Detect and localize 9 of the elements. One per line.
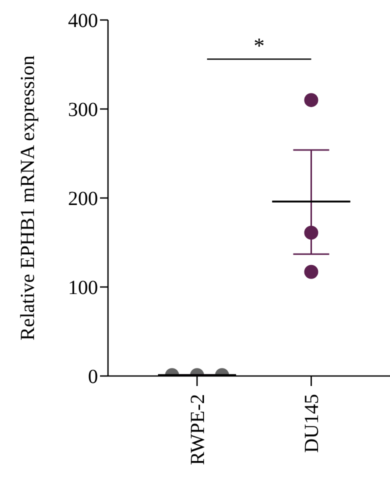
x-tick-label: RWPE-2 (187, 394, 210, 466)
y-tick-label: 100 (68, 277, 98, 300)
y-tick-label: 300 (68, 99, 98, 122)
y-tick-label: 200 (68, 188, 98, 210)
y-axis-title: Relative EPHB1 mRNA expression (17, 56, 39, 340)
annotation: * (254, 33, 265, 58)
x-tick-label: DU145 (301, 394, 324, 453)
y-tick-label: 400 (68, 10, 98, 32)
y-tick-label: 0 (88, 366, 98, 388)
